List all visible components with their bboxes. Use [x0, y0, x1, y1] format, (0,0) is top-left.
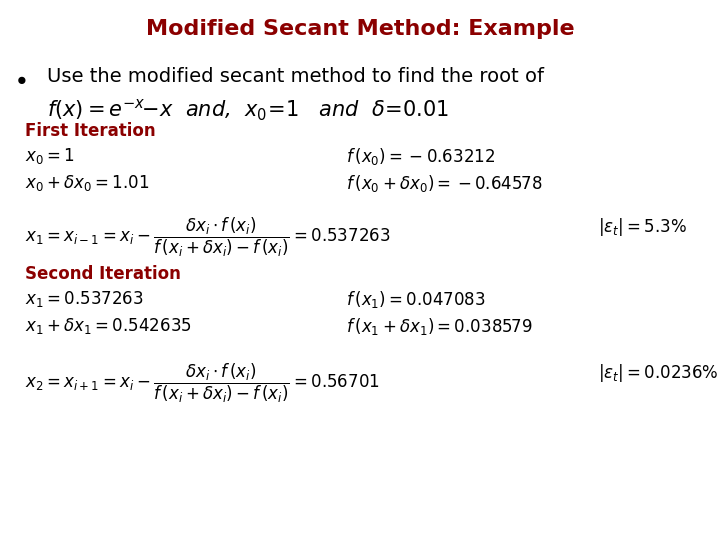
Text: $|\varepsilon_t| = 5.3\%$: $|\varepsilon_t| = 5.3\%$	[598, 216, 686, 238]
Text: $|\varepsilon_t| = 0.0236\%$: $|\varepsilon_t| = 0.0236\%$	[598, 362, 718, 384]
Text: $f\,(x_0) = -0.63212$: $f\,(x_0) = -0.63212$	[346, 146, 495, 167]
Text: $x_1 + \delta x_1 = 0.542635$: $x_1 + \delta x_1 = 0.542635$	[25, 316, 192, 336]
Text: $f\,(x_0 + \delta x_0) = -0.64578$: $f\,(x_0 + \delta x_0) = -0.64578$	[346, 173, 542, 194]
Text: Use the modified secant method to find the root of: Use the modified secant method to find t…	[47, 68, 544, 86]
Text: Modified Secant Method: Example: Modified Secant Method: Example	[145, 19, 575, 39]
Text: First Iteration: First Iteration	[25, 122, 156, 139]
Text: Second Iteration: Second Iteration	[25, 265, 181, 282]
Text: $f(x) = e^{-x}\!\!-\!x$  and,  $x_0\!=\!1$   and  $\delta\!=\!0.01$: $f(x) = e^{-x}\!\!-\!x$ and, $x_0\!=\!1$…	[47, 97, 449, 123]
Text: $x_0 = 1$: $x_0 = 1$	[25, 146, 75, 166]
Text: $x_1 = x_{i-1} = x_i - \dfrac{\delta x_i \cdot f\,(x_i)}{f\,(x_i + \delta x_i) -: $x_1 = x_{i-1} = x_i - \dfrac{\delta x_i…	[25, 216, 391, 259]
Text: $f\,(x_1 + \delta x_1) = 0.038579$: $f\,(x_1 + \delta x_1) = 0.038579$	[346, 316, 533, 337]
Text: $x_2 = x_{i+1} = x_i - \dfrac{\delta x_i \cdot f\,(x_i)}{f\,(x_i + \delta x_i) -: $x_2 = x_{i+1} = x_i - \dfrac{\delta x_i…	[25, 362, 380, 405]
Text: $x_0 + \delta x_0 = 1.01$: $x_0 + \delta x_0 = 1.01$	[25, 173, 150, 193]
Text: $f\,(x_1) = 0.047083$: $f\,(x_1) = 0.047083$	[346, 289, 485, 310]
Text: $x_1 = 0.537263$: $x_1 = 0.537263$	[25, 289, 144, 309]
Text: $\bullet$: $\bullet$	[13, 68, 27, 91]
